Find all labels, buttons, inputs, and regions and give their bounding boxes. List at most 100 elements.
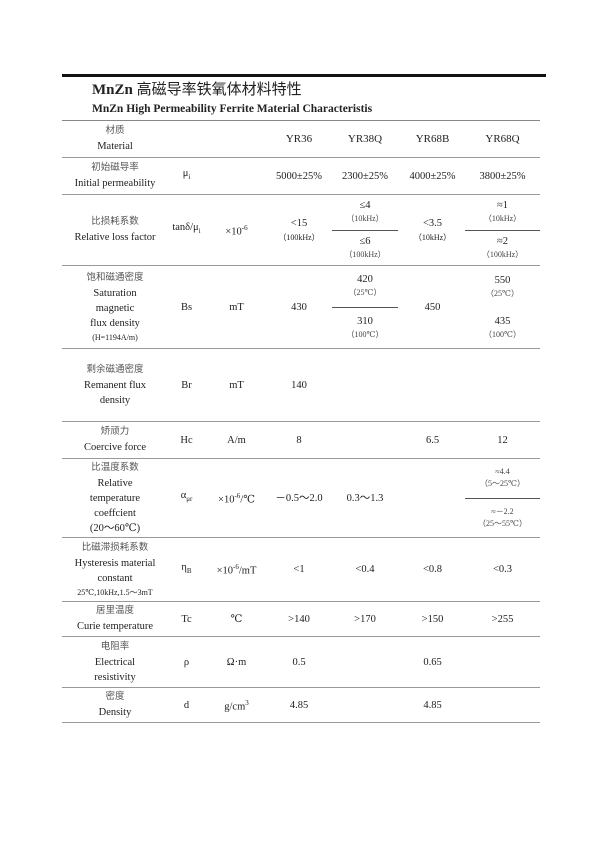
- unit-text: mT: [229, 378, 244, 393]
- property-label: 比磁滞损耗系数 Hysteresis material constant 25℃,10…: [62, 538, 168, 601]
- value-bottom: 435 （100℃）: [465, 307, 540, 348]
- unit: A/m: [205, 422, 268, 458]
- symbol-text: ηB: [181, 560, 191, 579]
- unit: mT: [205, 349, 268, 421]
- unit-base: A/m: [227, 434, 246, 446]
- table-row: 电阻率 Electrical resistivity ρ Ω·m 0.5 0.65: [62, 637, 540, 688]
- value-line: （10kHz）: [346, 214, 384, 224]
- symbol: ρ: [168, 637, 205, 687]
- label-cn: 电阻率: [100, 641, 130, 652]
- label-note: 25℃,10kHz,1.5～3mT: [77, 587, 153, 597]
- symbol: d: [168, 688, 205, 722]
- label-en: Curie temperature: [76, 621, 154, 632]
- value-cell-yr38q: >170: [354, 613, 376, 625]
- label-en: Remanent flux: [83, 379, 147, 391]
- value-cell-yr68b: 4000±25%: [409, 170, 456, 182]
- unit: ×10-6/℃: [205, 459, 268, 537]
- value-cell-yr68b: <0.8: [422, 564, 443, 575]
- value-line: （25℃）: [348, 288, 382, 298]
- value-bottom: ≤6 （100kHz）: [332, 231, 398, 266]
- unit-base: ×10: [218, 494, 235, 506]
- label-cn: 比温度系数: [91, 462, 139, 473]
- symbol: Tc: [168, 602, 205, 636]
- label-cn: 材质: [105, 126, 125, 136]
- label-en: (20～60℃): [89, 522, 141, 534]
- unit-text: ×10-6/mT: [217, 560, 257, 579]
- value-cell-yr68b: YR68B: [415, 132, 450, 145]
- unit-after: /mT: [238, 565, 257, 577]
- label-en: Saturation: [93, 287, 137, 299]
- label-en: Relative loss factor: [74, 232, 156, 243]
- label-cn: 密度: [105, 692, 125, 702]
- property-label: 比损耗系数 Relative loss factor: [62, 195, 168, 265]
- value-top: 550 （25℃）: [465, 266, 540, 307]
- symbol-base: Tc: [181, 613, 192, 625]
- value-cell-yr36: >140: [288, 613, 310, 625]
- value-cell-yr68q: 550 （25℃） 435 （100℃）: [465, 266, 540, 348]
- property-label: 密度 Density: [62, 688, 168, 722]
- symbol-text: Hc: [180, 433, 192, 448]
- value-top: 420 （25℃）: [332, 266, 398, 308]
- value-cell-yr38q: 2300±25%: [341, 170, 388, 182]
- value-line: ≈－2.2: [491, 506, 514, 516]
- value-line: ≈4.4: [495, 467, 510, 477]
- value-cell-yr68q: [465, 688, 540, 722]
- value-line: （5～25℃）: [480, 479, 525, 489]
- table-row: 材质 Material YR36 YR38Q YR68B YR68Q: [62, 121, 540, 158]
- table-row: 剩余磁通密度 Remanent flux density Br mT 140: [62, 349, 540, 422]
- top-rule: [62, 74, 546, 77]
- value-cell-yr36: 4.85: [289, 699, 309, 711]
- table-row: 饱和磁通密度 Saturation magnetic flux density (H=1…: [62, 266, 540, 349]
- value-bottom: ≈－2.2 （25～55℃）: [465, 499, 540, 538]
- value-cell-yr38q: [330, 422, 400, 458]
- unit-text: ×10-6/℃: [218, 489, 255, 508]
- value-line: 550: [494, 274, 511, 286]
- symbol: αμr: [168, 459, 205, 537]
- symbol: Br: [168, 349, 205, 421]
- label-en: temperature: [89, 492, 141, 504]
- property-label: 比温度系数 Relative temperature coeffcient (20～60…: [62, 459, 168, 537]
- value-line: （25℃）: [486, 288, 519, 298]
- symbol: μi: [168, 158, 205, 194]
- value-cell-yr68q: <0.3: [492, 564, 513, 575]
- value-cell-yr68b: [400, 349, 465, 421]
- unit-sup: -6: [233, 563, 239, 572]
- unit-base: Ω·m: [226, 656, 247, 668]
- value-cell-yr68b: 450: [424, 301, 441, 313]
- value-cell-yr38q: ≤4 （10kHz） ≤6 （100kHz）: [332, 195, 398, 265]
- unit: g/cm3: [205, 688, 268, 722]
- symbol-sub: μr: [186, 495, 193, 504]
- value-cell-yr36: <15 （100kHz）: [268, 195, 330, 265]
- unit-sup: -6: [234, 491, 241, 500]
- value-line: 435: [494, 315, 511, 327]
- value-cell-yr38q: <0.4: [355, 564, 375, 575]
- symbol: Hc: [168, 422, 205, 458]
- symbol-base: Br: [181, 379, 192, 391]
- label-en: magnetic: [95, 302, 135, 314]
- unit-text: ×10-6: [225, 221, 247, 240]
- value-line: <3.5: [422, 218, 443, 229]
- symbol-sub: B: [186, 567, 192, 576]
- value-cell-yr36: 140: [291, 379, 307, 391]
- table-row: 初始磁导率 Initial permeability μi 5000±25% 2300±…: [62, 158, 540, 195]
- value-line: ≤4: [359, 200, 371, 212]
- unit-after: /℃: [240, 494, 255, 506]
- label-en: Density: [98, 707, 132, 718]
- symbol-text: ρ: [184, 655, 189, 670]
- value-line: <15: [290, 218, 308, 229]
- symbol-text: αμr: [181, 488, 193, 507]
- symbol: Bs: [168, 266, 205, 348]
- value-cell-yr38q: YR38Q: [347, 132, 383, 145]
- value-cell-yr68q: ≈1 （10kHz） ≈2 （100kHz）: [465, 195, 540, 265]
- page-subtitle: MnZn High Permeability Ferrite Material …: [92, 103, 373, 115]
- value-line: （25～55℃）: [478, 518, 527, 528]
- value-line: （100℃）: [484, 329, 521, 339]
- label-en: Initial permeability: [74, 178, 156, 189]
- value-top: ≈1 （10kHz）: [465, 195, 540, 231]
- symbol-base: Hc: [180, 434, 193, 446]
- value-line: ≈1: [496, 200, 508, 212]
- value-cell-yr68q: >255: [491, 613, 514, 625]
- label-cn: 比磁滞损耗系数: [81, 542, 149, 553]
- value-line: （100kHz）: [278, 233, 320, 242]
